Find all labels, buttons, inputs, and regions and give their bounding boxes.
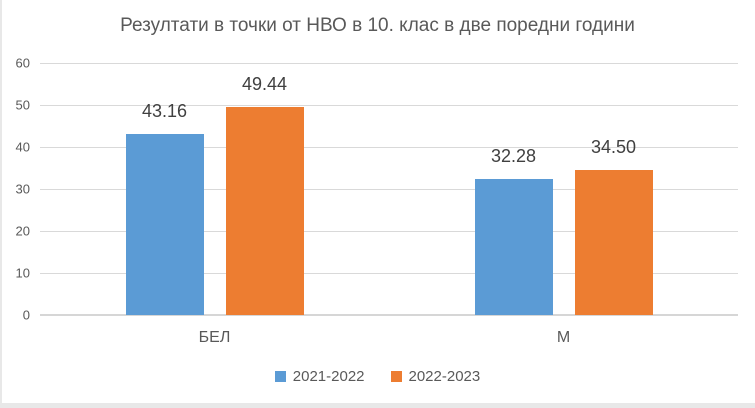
gridline-60 [40, 62, 738, 64]
category-label-БЕЛ: БЕЛ [198, 329, 231, 346]
gridline-10 [40, 272, 738, 274]
y-axis-tick-label-50: 50 [15, 97, 30, 113]
legend-label-2022-2023: 2022-2023 [408, 367, 481, 385]
legend-item-2022-2023: 2022-2023 [390, 367, 481, 385]
window-edge-bottom [0, 403, 755, 408]
y-axis-tick-label-10: 10 [15, 265, 30, 281]
y-axis-tick-label-0: 0 [22, 307, 30, 323]
gridline-0 [40, 314, 738, 316]
value-label-2021-2022-БЕЛ: 43.16 [141, 100, 188, 121]
legend-item-2021-2022: 2021-2022 [274, 367, 365, 385]
chart-title: Резултати в точки от НВО в 10. клас в дв… [120, 15, 635, 36]
legend-label-2021-2022: 2021-2022 [292, 367, 365, 385]
gridline-30 [40, 188, 738, 190]
legend-swatch-icon-2022-2023 [390, 370, 402, 382]
y-axis-tick-label-20: 20 [15, 223, 30, 239]
y-axis-tick-label-30: 30 [15, 181, 30, 197]
category-label-М: М [556, 329, 571, 346]
bar-2021-2022-М [474, 179, 553, 315]
bar-2021-2022-БЕЛ [125, 133, 204, 315]
value-label-2021-2022-М: 32.28 [490, 146, 537, 167]
legend-swatch-icon-2021-2022 [274, 370, 286, 382]
window-edge-left [0, 0, 2, 408]
bar-2022-2023-М [574, 170, 653, 315]
gridline-20 [40, 230, 738, 232]
bar-2022-2023-БЕЛ [225, 107, 304, 315]
gridline-40 [40, 146, 738, 148]
y-axis-tick-label-60: 60 [15, 55, 30, 71]
value-label-2022-2023-М: 34.50 [590, 137, 637, 158]
value-label-2022-2023-БЕЛ: 49.44 [241, 74, 288, 95]
legend: 2021-2022 2022-2023 [0, 366, 755, 386]
y-axis-tick-label-40: 40 [15, 139, 30, 155]
gridline-50 [40, 104, 738, 106]
